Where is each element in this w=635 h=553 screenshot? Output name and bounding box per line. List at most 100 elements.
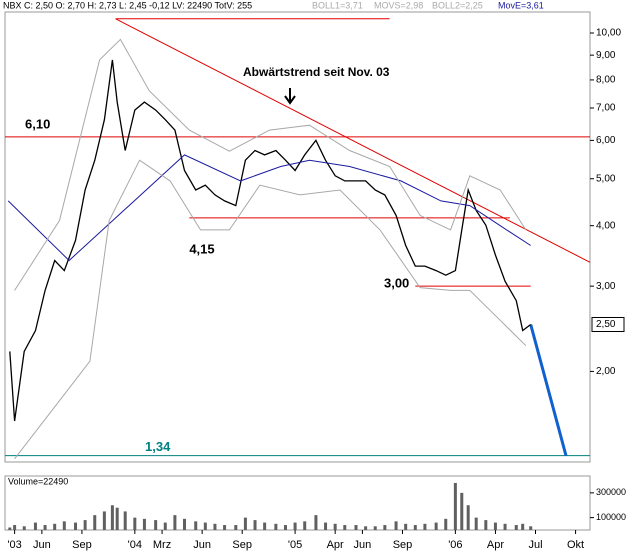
- volume-bar: [404, 523, 408, 530]
- indicator-line: [14, 159, 527, 460]
- volume-bar: [213, 523, 217, 530]
- volume-bar: [163, 522, 167, 530]
- volume-bar: [223, 525, 227, 530]
- volume-bar: [123, 511, 127, 530]
- volume-bar: [133, 517, 137, 530]
- volume-bar: [142, 518, 146, 530]
- volume-bar: [62, 521, 66, 530]
- volume-bar: [110, 505, 114, 530]
- volume-bar: [423, 523, 427, 530]
- y-tick-label: 8,00: [596, 75, 616, 86]
- x-tick-label: '06: [448, 539, 462, 551]
- level-label: 3,00: [384, 276, 409, 291]
- header-move: MovE=3,61: [498, 0, 544, 10]
- volume-label: Volume=22490: [8, 476, 68, 486]
- volume-bar: [460, 492, 464, 530]
- volume-bar: [293, 522, 297, 530]
- x-tick-label: Sep: [72, 539, 92, 551]
- y-tick-label: 9,00: [596, 50, 616, 61]
- annotation-arrow: [284, 88, 296, 105]
- volume-panel: [4, 475, 591, 531]
- indicator-line: [14, 38, 527, 291]
- level-label: 6,10: [25, 116, 50, 131]
- volume-bar: [521, 523, 525, 530]
- volume-bar: [115, 507, 119, 530]
- x-tick-label: Jun: [193, 539, 211, 551]
- volume-bar: [453, 482, 457, 530]
- volume-bar: [373, 526, 377, 530]
- trend-line: [529, 324, 568, 456]
- volume-bar: [194, 521, 198, 530]
- x-tick-label: Mrz: [153, 539, 171, 551]
- volume-bar: [154, 520, 158, 530]
- y-tick-label: 3,00: [596, 281, 616, 292]
- volume-tick-label: 300000: [596, 487, 626, 497]
- y-tick-label: 7,00: [596, 103, 616, 114]
- level-label: 1,34: [145, 439, 171, 454]
- volume-bar: [93, 515, 97, 530]
- x-tick-label: Jun: [354, 539, 372, 551]
- volume-bar: [364, 526, 368, 530]
- y-tick-label: 2,00: [596, 366, 616, 377]
- x-tick-label: Sep: [393, 539, 413, 551]
- x-tick-label: Jun: [33, 539, 51, 551]
- volume-bar: [253, 520, 257, 530]
- volume-bar: [354, 525, 358, 530]
- volume-bar: [33, 522, 37, 530]
- x-tick-label: '03: [7, 539, 21, 551]
- header-movs: MOVS=2,98: [374, 0, 423, 10]
- volume-bar: [383, 525, 387, 530]
- last-price-box: [591, 316, 625, 332]
- volume-bar: [274, 523, 278, 530]
- header-boll1: BOLL1=3,71: [312, 0, 363, 10]
- price-panel: [4, 11, 591, 463]
- volume-bar: [263, 522, 267, 530]
- volume-bar: [434, 522, 438, 530]
- y-tick-label: 10,00: [596, 28, 621, 39]
- volume-bar: [444, 518, 448, 530]
- volume-tick-label: 100000: [596, 512, 626, 522]
- volume-bar: [529, 526, 533, 530]
- annotation: Abwärtstrend seit Nov. 03: [243, 65, 390, 79]
- volume-bar: [413, 525, 417, 530]
- x-tick-label: Apr: [327, 539, 344, 551]
- volume-bar: [343, 525, 347, 530]
- volume-bar: [173, 515, 177, 530]
- x-tick-label: Apr: [487, 539, 504, 551]
- volume-bar: [74, 522, 78, 530]
- volume-bar: [102, 511, 106, 530]
- volume-bar: [13, 525, 17, 530]
- volume-bar: [234, 525, 238, 530]
- x-tick-label: '05: [288, 539, 302, 551]
- indicator-line: [7, 154, 531, 262]
- x-tick-label: '04: [128, 539, 142, 551]
- volume-bar: [493, 522, 497, 530]
- volume-bar: [203, 522, 207, 530]
- volume-bar: [333, 523, 337, 530]
- volume-bar: [314, 515, 318, 530]
- last-price-label: 2,50: [596, 319, 616, 330]
- y-tick-label: 4,00: [596, 220, 616, 231]
- volume-bar: [43, 525, 47, 530]
- volume-bar: [283, 525, 287, 530]
- x-tick-label: Sep: [232, 539, 252, 551]
- x-tick-label: Jul: [528, 539, 542, 551]
- volume-bar: [324, 522, 328, 530]
- volume-bar: [303, 521, 307, 530]
- price-line: [9, 59, 532, 422]
- volume-bar: [83, 520, 87, 530]
- header-boll2: BOLL2=2,25: [432, 0, 483, 10]
- volume-bar: [514, 525, 518, 530]
- volume-bar: [243, 517, 247, 530]
- volume-bar: [183, 518, 187, 530]
- volume-bar: [394, 521, 398, 530]
- header-quote: NBX C: 2,50 O: 2,70 H: 2,73 L: 2,45 -0,1…: [3, 0, 252, 10]
- volume-bar: [503, 523, 507, 530]
- volume-bar: [484, 520, 488, 530]
- y-tick-label: 6,00: [596, 135, 616, 146]
- y-tick-label: 5,00: [596, 173, 616, 184]
- trend-line: [115, 18, 591, 263]
- volume-bar: [22, 526, 26, 530]
